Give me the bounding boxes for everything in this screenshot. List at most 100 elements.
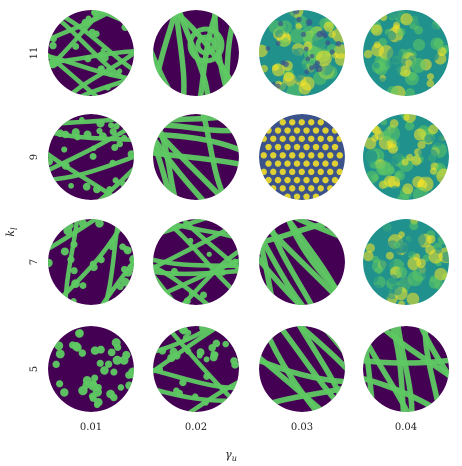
noise-blob (391, 186, 399, 194)
noise-blob (388, 275, 398, 285)
spot (89, 393, 96, 400)
spot (77, 329, 84, 336)
spot (189, 290, 194, 295)
noise-blob (400, 13, 412, 25)
spot (128, 370, 137, 379)
spot (313, 160, 319, 166)
spot (308, 136, 314, 142)
spot (125, 381, 133, 389)
spot (210, 354, 218, 362)
row-tick-label: 7 (29, 259, 40, 265)
spot (280, 185, 286, 191)
noise-blob (413, 39, 425, 51)
spot (325, 40, 330, 45)
noise-blob (362, 148, 378, 164)
spot (318, 136, 324, 142)
spot (309, 65, 314, 70)
spot (289, 152, 295, 158)
spot (275, 144, 281, 150)
spot (337, 169, 343, 175)
noise-blob (287, 49, 300, 62)
spot (322, 144, 328, 150)
spot (78, 386, 87, 395)
noise-blob (416, 258, 426, 268)
pattern-panel (259, 114, 345, 200)
spot (118, 384, 125, 391)
pattern-panel (126, 203, 263, 334)
pattern-panel (23, 0, 162, 113)
spot (68, 183, 74, 189)
spot (315, 61, 320, 66)
noise-blob (313, 71, 327, 85)
noise-blob (335, 53, 348, 66)
spot (122, 351, 130, 359)
spot (72, 43, 79, 50)
col-tick-label: 0.04 (395, 422, 417, 433)
noise-blob (387, 86, 398, 97)
spot (91, 346, 100, 355)
spot (322, 160, 328, 166)
spot (303, 127, 309, 133)
noise-blob (371, 44, 384, 57)
spot (336, 41, 342, 47)
spot (261, 152, 267, 158)
noise-blob (396, 267, 408, 279)
spot (113, 356, 122, 365)
spot (318, 185, 324, 191)
spot (318, 119, 324, 125)
noise-blob (393, 22, 400, 29)
noise-blob (371, 284, 383, 296)
spot (318, 169, 324, 175)
col-tick-label: 0.01 (80, 422, 102, 433)
noise-blob (394, 249, 401, 256)
pattern-panel (26, 111, 160, 223)
noise-blob (430, 38, 443, 51)
noise-blob (395, 172, 402, 179)
noise-blob (404, 111, 416, 123)
stripe (135, 125, 255, 130)
noise-blob (380, 118, 387, 125)
spot (100, 366, 109, 375)
spot (49, 61, 57, 69)
spot (98, 52, 104, 58)
spot (61, 146, 67, 152)
noise-blob (275, 30, 283, 38)
spot (123, 246, 129, 252)
spot (289, 119, 295, 125)
spot (296, 17, 302, 23)
spot (284, 127, 290, 133)
spot (121, 23, 129, 31)
noise-blob (427, 80, 435, 88)
spot (261, 169, 267, 175)
spot (80, 282, 87, 289)
noise-blob (255, 45, 267, 57)
spot (213, 340, 221, 348)
spot (284, 193, 290, 199)
row-tick-labels: 11 9 7 5 (29, 47, 40, 373)
noise-blob (441, 252, 452, 263)
noise-blob (303, 10, 312, 19)
spot (266, 46, 271, 51)
noise-blob (382, 219, 396, 233)
spot (82, 19, 90, 27)
spot (56, 380, 63, 387)
spot (105, 85, 111, 91)
spot (89, 29, 96, 36)
spot (50, 35, 57, 42)
noise-blob (429, 277, 440, 288)
noise-blob (407, 271, 422, 286)
spot (265, 160, 271, 166)
noise-blob (299, 82, 311, 94)
col-tick-label: 0.02 (185, 422, 207, 433)
noise-blob (412, 241, 420, 249)
pattern-panel (48, 326, 137, 412)
spot (305, 56, 310, 61)
spot (327, 169, 333, 175)
spot (197, 348, 205, 356)
noise-blob (430, 52, 439, 61)
pattern-panel (362, 110, 452, 205)
spot (222, 341, 229, 348)
pattern-panel (363, 6, 449, 101)
spot (207, 252, 212, 257)
